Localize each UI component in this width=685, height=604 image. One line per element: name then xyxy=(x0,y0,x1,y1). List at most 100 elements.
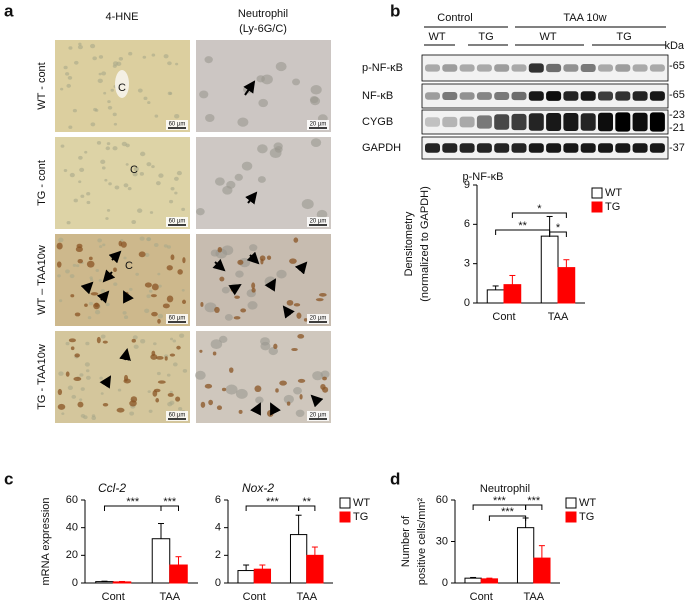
scale-bar-label: 60 µm xyxy=(169,122,186,128)
kda-marker: -21 xyxy=(669,122,685,134)
band xyxy=(511,143,527,153)
stain xyxy=(297,334,305,339)
band xyxy=(580,113,596,131)
band xyxy=(580,143,596,153)
stain xyxy=(319,292,327,297)
nucleus xyxy=(112,112,117,117)
stain xyxy=(297,378,306,383)
bar xyxy=(486,289,505,304)
band xyxy=(546,91,562,101)
stain xyxy=(167,392,174,397)
nucleus xyxy=(129,411,135,416)
stain xyxy=(266,255,272,260)
nucleus xyxy=(234,173,243,181)
micrograph: 20 µm xyxy=(196,137,331,229)
panel-label: c xyxy=(4,469,13,488)
nucleus xyxy=(104,178,108,182)
nucleus xyxy=(283,394,294,404)
nucleus xyxy=(78,42,82,46)
stain xyxy=(315,298,324,302)
stain xyxy=(214,306,220,314)
arrow xyxy=(96,290,110,304)
stain xyxy=(57,403,66,410)
nucleus xyxy=(249,244,258,252)
y-tick-label: 60 xyxy=(66,494,78,506)
stain xyxy=(151,311,158,317)
nucleus xyxy=(237,117,249,127)
nucleus xyxy=(170,337,174,341)
western-blot: Control TAA 10w WT TG WT TG kDa p-NF-κB NF-κB CYG… xyxy=(362,12,685,160)
nucleus xyxy=(179,333,185,338)
micrograph: 60 µm xyxy=(55,331,190,423)
nucleus xyxy=(58,299,63,303)
nucleus xyxy=(68,125,73,129)
significance-bracket xyxy=(488,515,527,521)
nucleus xyxy=(170,187,175,191)
nucleus xyxy=(90,43,96,49)
micrograph: C 60 µm xyxy=(55,137,190,229)
stain xyxy=(221,387,227,392)
scale-bar-bg xyxy=(166,314,188,324)
legend-label: WT xyxy=(605,187,622,199)
bar xyxy=(95,581,114,584)
stain xyxy=(286,401,291,406)
chart-title: Neutrophil xyxy=(480,483,530,495)
nucleus xyxy=(102,243,106,247)
nucleus xyxy=(176,170,182,176)
stain xyxy=(96,336,101,344)
stain xyxy=(118,240,123,247)
scale-bar-label: 20 µm xyxy=(310,413,327,419)
y-tick-label: 30 xyxy=(436,535,448,547)
row-label: TG - TAA10w xyxy=(36,344,48,410)
nucleus xyxy=(146,237,151,242)
nucleus xyxy=(123,315,129,320)
nucleus xyxy=(112,64,117,68)
nucleus xyxy=(60,87,64,91)
nucleus xyxy=(107,105,113,110)
x-tick-label: Cont xyxy=(492,311,515,323)
unit-label: kDa xyxy=(664,40,684,52)
column-header: Neutrophil xyxy=(238,8,288,20)
nucleus xyxy=(136,208,143,213)
arrow xyxy=(212,258,226,272)
scale-bar-label: 20 µm xyxy=(310,122,327,128)
y-axis-label: Number of xyxy=(400,515,412,567)
band xyxy=(632,91,648,101)
stain xyxy=(204,383,213,389)
nucleus xyxy=(123,256,127,260)
band xyxy=(615,112,631,132)
stain xyxy=(73,376,82,382)
micrograph: 20 µm xyxy=(196,40,331,132)
nucleus xyxy=(260,341,271,351)
stain xyxy=(176,345,181,350)
band xyxy=(442,64,458,72)
stain xyxy=(57,388,63,396)
nucleus xyxy=(143,96,148,101)
stain xyxy=(84,303,88,307)
nucleus xyxy=(276,269,287,279)
row-label: WT - cont xyxy=(36,62,48,109)
legend-label: WT xyxy=(579,497,596,509)
nucleus xyxy=(128,51,133,56)
band xyxy=(494,92,510,100)
band xyxy=(563,91,579,101)
micrograph-bg xyxy=(196,40,331,132)
band xyxy=(511,113,527,131)
stain xyxy=(75,246,83,253)
arrow xyxy=(310,394,324,408)
stain xyxy=(219,276,225,282)
y-tick-label: 0 xyxy=(442,577,448,589)
nucleus xyxy=(255,396,264,404)
significance-bracket xyxy=(160,505,180,511)
x-tick-label: TAA xyxy=(159,591,180,603)
nucleus xyxy=(100,392,104,395)
nucleus xyxy=(275,61,287,72)
band xyxy=(546,63,562,73)
nucleus xyxy=(174,176,179,181)
arrow xyxy=(228,283,242,296)
nucleus xyxy=(127,187,132,191)
nucleus xyxy=(118,56,124,61)
scale-bar-bg xyxy=(166,217,188,227)
y-tick-label: 60 xyxy=(436,494,448,506)
bar xyxy=(112,581,132,584)
